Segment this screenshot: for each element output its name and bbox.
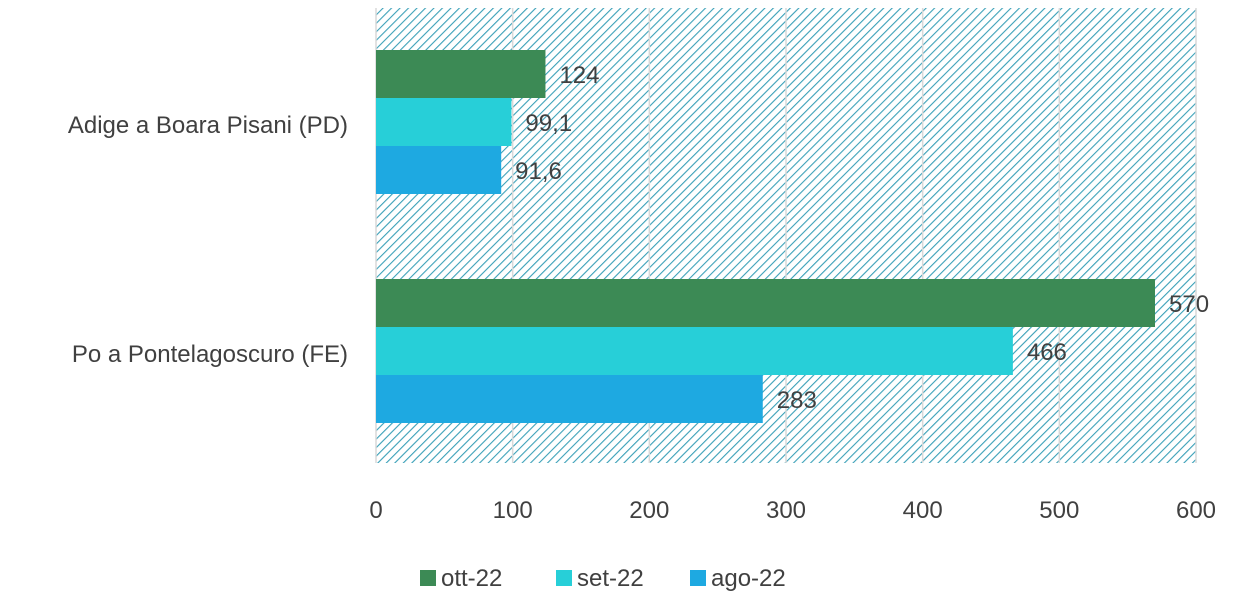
x-tick-label-400: 400 bbox=[903, 497, 943, 524]
data-label-ago-22-0: 91,6 bbox=[515, 158, 562, 185]
bar-set-22-1 bbox=[376, 327, 1013, 375]
bar-set-22-0 bbox=[376, 98, 512, 146]
x-tick-label-100: 100 bbox=[493, 497, 533, 524]
bar-ago-22-1 bbox=[376, 375, 763, 423]
data-labels: 124 99,1 91,6 570 466 283 bbox=[515, 62, 1209, 414]
bar-ott-22-0 bbox=[376, 50, 546, 98]
bar-ott-22-1 bbox=[376, 279, 1155, 327]
legend-label-set-22: set-22 bbox=[577, 565, 644, 592]
legend-swatch-set-22 bbox=[556, 570, 572, 586]
x-tick-label-600: 600 bbox=[1176, 497, 1216, 524]
legend-swatch-ott-22 bbox=[420, 570, 436, 586]
bars bbox=[376, 50, 1155, 423]
x-axis-ticks: 0 100 200 300 400 500 600 bbox=[369, 497, 1216, 524]
legend: ott-22 set-22 ago-22 bbox=[420, 565, 786, 592]
data-label-ott-22-1: 570 bbox=[1169, 291, 1209, 318]
data-label-set-22-0: 99,1 bbox=[525, 110, 572, 137]
legend-label-ott-22: ott-22 bbox=[441, 565, 502, 592]
data-label-ago-22-1: 283 bbox=[777, 387, 817, 414]
legend-label-ago-22: ago-22 bbox=[711, 565, 786, 592]
x-tick-label-200: 200 bbox=[629, 497, 669, 524]
x-tick-label-500: 500 bbox=[1039, 497, 1079, 524]
bar-ago-22-0 bbox=[376, 146, 502, 194]
data-label-set-22-1: 466 bbox=[1027, 339, 1067, 366]
x-tick-label-300: 300 bbox=[766, 497, 806, 524]
data-label-ott-22-0: 124 bbox=[559, 62, 599, 89]
category-label-po: Po a Pontelagoscuro (FE) bbox=[72, 341, 348, 368]
x-tick-label-0: 0 bbox=[369, 497, 382, 524]
category-label-adige: Adige a Boara Pisani (PD) bbox=[68, 112, 348, 139]
legend-swatch-ago-22 bbox=[690, 570, 706, 586]
